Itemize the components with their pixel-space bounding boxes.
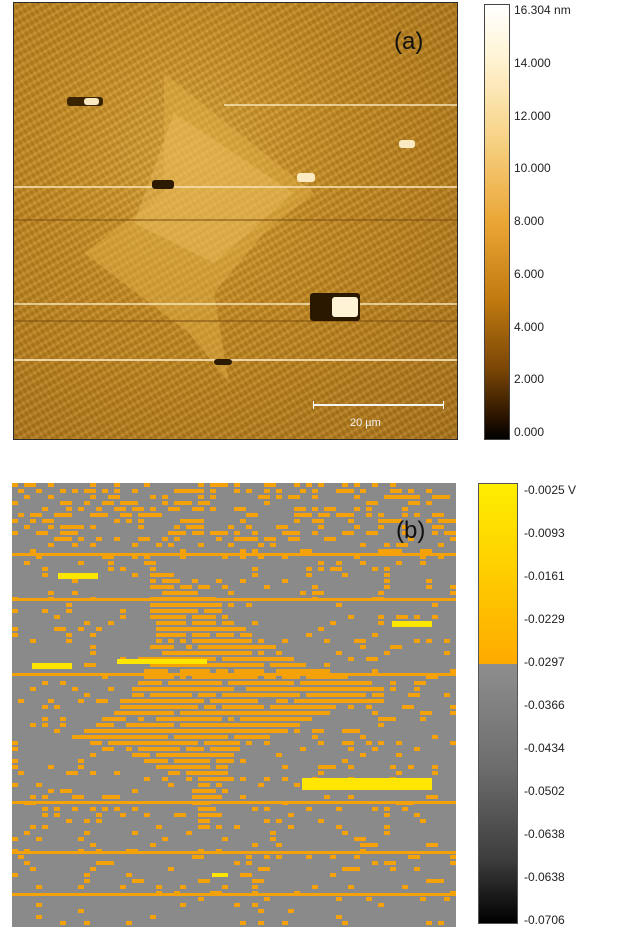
scale-bar (313, 401, 444, 409)
afm-topography-image (13, 2, 458, 440)
potential-colorbar-tick-label: -0.0297 (524, 655, 565, 669)
potential-colorbar-tick-label: -0.0229 (524, 612, 565, 626)
height-colorbar-tick-label: 10.000 (514, 161, 551, 176)
potential-colorbar-tick-label: -0.0502 (524, 784, 565, 798)
potential-colorbar-upper (479, 484, 517, 664)
height-colorbar-tick-label: 6.000 (514, 266, 545, 281)
panel-b-label: (b) (396, 517, 426, 544)
scale-bar-label: 20 µm (350, 417, 381, 429)
potential-colorbar-tick-label: -0.0434 (524, 741, 565, 755)
height-colorbar-tick-label: 4.000 (514, 319, 545, 334)
panel-a-label: (a) (394, 28, 424, 55)
height-colorbar-tick-label: 12.000 (514, 108, 551, 123)
potential-colorbar-tick-label: -0.0025 V (524, 483, 577, 497)
height-colorbar-tick-label: 8.000 (514, 214, 545, 228)
potential-colorbar-lower (479, 664, 517, 923)
potential-colorbar-tick-label: -0.0638 (524, 827, 565, 841)
potential-colorbar-tick-label: -0.0093 (524, 526, 565, 540)
height-colorbar-tick-label: 14.000 (514, 55, 551, 70)
height-colorbar-tick-label: 16.304 nm (514, 3, 571, 17)
potential-colorbar-tick-label: -0.0638 (524, 870, 565, 884)
potential-map (12, 483, 456, 925)
kpfm-potential-image (12, 483, 456, 927)
potential-colorbar-tick-label: -0.0706 (524, 913, 565, 927)
height-colorbar-tick-label: 0.000 (514, 425, 545, 439)
potential-colorbar (478, 483, 518, 924)
potential-colorbar-tick-label: -0.0366 (524, 698, 565, 712)
topography-features (84, 73, 314, 383)
potential-colorbar-tick-label: -0.0161 (524, 569, 565, 583)
height-colorbar-tick-label: 2.000 (514, 372, 545, 387)
height-colorbar (484, 4, 510, 440)
